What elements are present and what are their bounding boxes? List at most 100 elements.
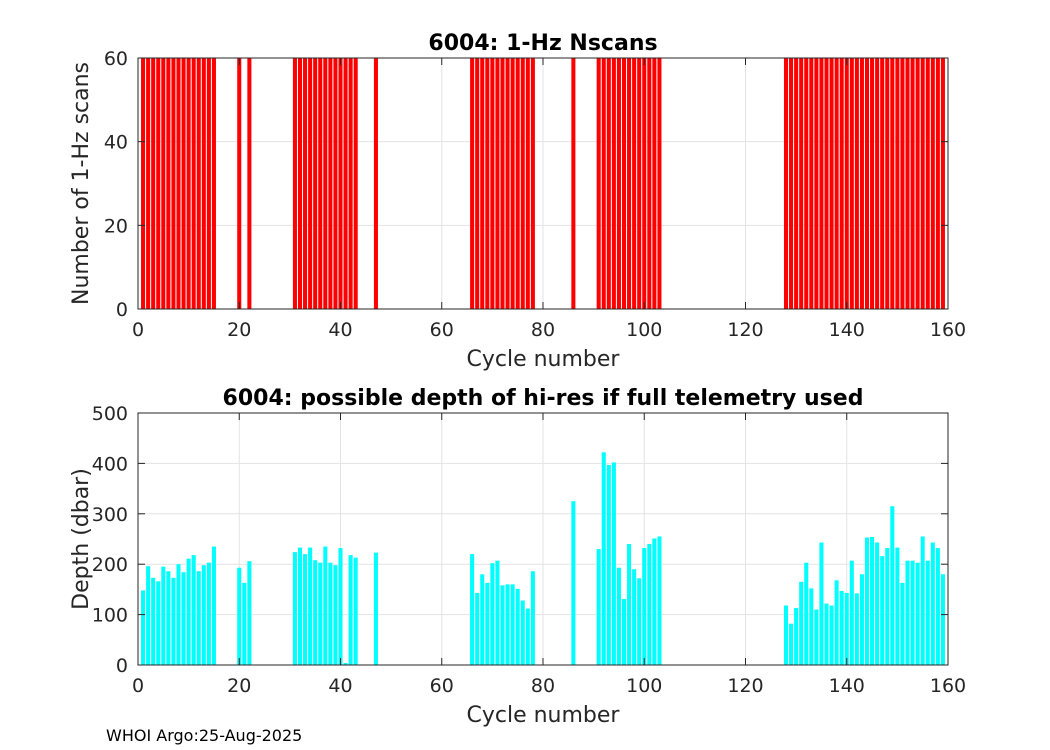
- bar: [829, 605, 834, 665]
- x-tick-label: 60: [430, 319, 454, 341]
- bar: [500, 585, 505, 665]
- bar: [819, 542, 824, 665]
- bar: [297, 58, 303, 309]
- y-tick-label: 60: [104, 48, 128, 70]
- bar: [196, 58, 201, 309]
- bar: [146, 58, 151, 309]
- bar: [206, 58, 211, 309]
- bar: [333, 58, 338, 309]
- bar: [530, 571, 535, 665]
- bar: [895, 58, 900, 309]
- bar: [859, 58, 864, 309]
- bar: [642, 548, 647, 665]
- bar: [505, 58, 510, 309]
- bar: [895, 547, 900, 665]
- bar: [814, 609, 819, 665]
- bar: [616, 567, 621, 665]
- bar: [328, 562, 333, 665]
- bar: [809, 588, 814, 665]
- x-tick-label: 160: [930, 319, 966, 341]
- bar: [935, 548, 940, 665]
- bar: [799, 58, 804, 309]
- bar: [652, 58, 657, 309]
- bar: [854, 58, 859, 309]
- bar: [353, 58, 358, 309]
- bar: [611, 462, 616, 665]
- y-tick-label: 300: [92, 504, 128, 526]
- bar: [297, 547, 303, 665]
- x-tick-label: 0: [132, 675, 144, 697]
- bar: [621, 598, 627, 665]
- bar: [925, 58, 930, 309]
- bar: [606, 58, 611, 309]
- bar: [637, 578, 642, 665]
- bar: [495, 560, 500, 665]
- bar: [318, 58, 323, 309]
- bar: [161, 58, 166, 309]
- bar: [373, 58, 378, 309]
- x-tick-label: 20: [227, 675, 251, 697]
- bar: [571, 501, 576, 665]
- bar: [242, 582, 247, 665]
- bar: [480, 574, 485, 665]
- bar: [475, 592, 480, 665]
- x-tick-label: 80: [531, 675, 555, 697]
- bar: [510, 584, 515, 665]
- bar: [844, 592, 849, 665]
- x-tick-label: 100: [626, 319, 662, 341]
- bottom-chart: 0 20 40 60 80 100 120 140 160 0 100 200 300 400 500 600…: [69, 386, 966, 728]
- x-tick-label: 160: [930, 675, 966, 697]
- bar: [910, 560, 915, 665]
- bar: [141, 590, 146, 665]
- chart-title: 6004: possible depth of hi-res if full t…: [223, 386, 864, 411]
- bar: [925, 560, 930, 665]
- bar: [505, 584, 510, 665]
- bar: [186, 558, 191, 665]
- bar: [849, 560, 854, 665]
- bar: [156, 581, 161, 665]
- bar: [247, 58, 252, 309]
- bar: [890, 506, 895, 665]
- bar: [525, 58, 530, 309]
- bar: [789, 623, 794, 665]
- bar: [176, 58, 181, 309]
- bar: [475, 58, 480, 309]
- bar: [515, 58, 520, 309]
- bar: [885, 58, 890, 309]
- bar: [525, 608, 530, 665]
- bar: [308, 58, 313, 309]
- bar: [804, 562, 809, 665]
- bar: [844, 58, 849, 309]
- bar: [338, 58, 343, 309]
- bar: [601, 58, 606, 309]
- bar: [343, 662, 348, 665]
- bar: [303, 58, 308, 309]
- bar: [151, 58, 156, 309]
- bar: [935, 58, 940, 309]
- bar: [201, 58, 206, 309]
- bar: [510, 58, 515, 309]
- bar: [930, 58, 935, 309]
- bar: [237, 567, 242, 665]
- bar: [611, 58, 616, 309]
- bar: [328, 58, 333, 309]
- x-axis-label: Cycle number: [467, 703, 621, 728]
- bar: [804, 58, 809, 309]
- bar: [161, 566, 166, 665]
- bar: [520, 600, 525, 665]
- bar: [353, 557, 358, 665]
- bar: [870, 58, 875, 309]
- x-tick-label: 20: [227, 319, 251, 341]
- x-tick-label: 140: [829, 675, 865, 697]
- bar: [490, 58, 495, 309]
- bar: [647, 544, 652, 665]
- x-tick-label: 80: [531, 319, 555, 341]
- bar: [875, 58, 880, 309]
- x-tick-label: 40: [328, 675, 352, 697]
- bar: [237, 58, 242, 309]
- bar: [211, 546, 216, 665]
- bar: [809, 58, 814, 309]
- bar: [910, 58, 915, 309]
- bar: [151, 577, 156, 665]
